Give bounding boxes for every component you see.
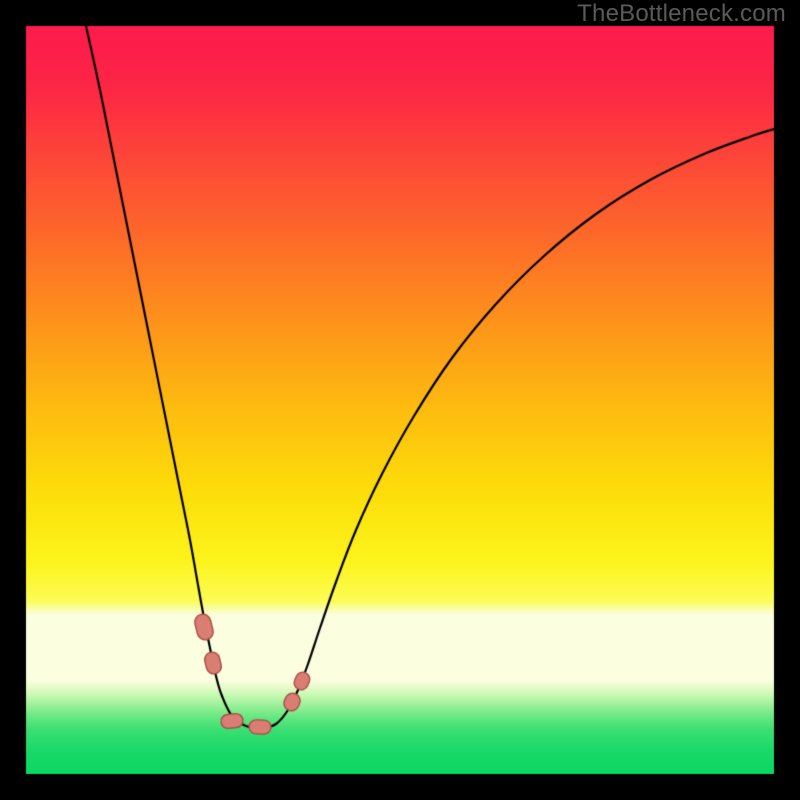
bottleneck-curve-chart	[0, 0, 800, 800]
chart-container: TheBottleneck.com	[0, 0, 800, 800]
attribution-text: TheBottleneck.com	[577, 0, 786, 28]
